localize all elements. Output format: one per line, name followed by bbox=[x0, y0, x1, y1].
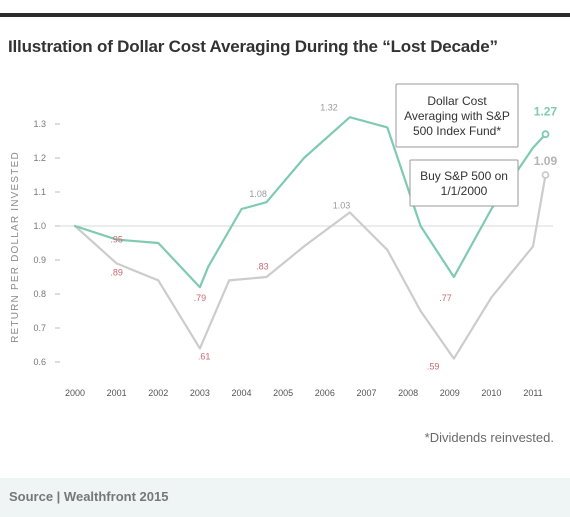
y-tick-label: 0.7 bbox=[33, 323, 46, 333]
callout-text: 1/1/2000 bbox=[441, 184, 488, 198]
data-label: 1.32 bbox=[320, 102, 338, 112]
callout-box bbox=[395, 83, 519, 148]
x-tick-label: 2008 bbox=[398, 388, 418, 398]
x-tick-label: 2007 bbox=[356, 388, 376, 398]
chart-title: Illustration of Dollar Cost Averaging Du… bbox=[8, 37, 498, 56]
callout-text: Buy S&P 500 on bbox=[420, 169, 508, 183]
line-chart: RETURN PER DOLLAR INVESTED 0.6 0.7 0.8 0.9 1.… bbox=[10, 83, 558, 398]
top-rule bbox=[0, 13, 570, 17]
source-bar: Source | Wealthfront 2015 bbox=[0, 478, 570, 517]
data-label: 1.03 bbox=[333, 200, 351, 210]
data-label: .95 bbox=[110, 234, 123, 244]
y-axis-label: RETURN PER DOLLAR INVESTED bbox=[10, 151, 21, 343]
series-line-dollar-cost-averaging bbox=[73, 116, 547, 289]
data-label: .61 bbox=[198, 351, 211, 361]
x-tick-label: 2011 bbox=[523, 388, 542, 398]
x-tick-label: 2003 bbox=[190, 388, 210, 398]
data-label: .59 bbox=[427, 361, 440, 371]
footnote: *Dividends reinvested. bbox=[424, 430, 554, 445]
y-tick-label: 0.6 bbox=[33, 357, 46, 367]
data-label: .79 bbox=[194, 293, 207, 303]
source-label: Source | Wealthfront 2015 bbox=[9, 489, 169, 504]
x-tick-label: 2005 bbox=[273, 388, 293, 398]
callout-box bbox=[409, 159, 519, 207]
x-tick-label: 2010 bbox=[481, 388, 501, 398]
y-tick-label: 1.2 bbox=[33, 153, 46, 163]
callout-text: Averaging with S&P bbox=[404, 109, 510, 123]
data-label: .89 bbox=[110, 267, 123, 277]
x-tick-label: 2009 bbox=[440, 388, 460, 398]
data-label: .77 bbox=[439, 293, 452, 303]
endpoint-marker-buy-sp500 bbox=[541, 171, 550, 179]
callout-text: 500 Index Fund* bbox=[413, 124, 501, 138]
callout-text: Dollar Cost bbox=[427, 94, 487, 108]
y-tick-label: 0.8 bbox=[33, 289, 46, 299]
endpoint-marker-dollar-cost-averaging bbox=[541, 130, 550, 139]
x-tick-label: 2002 bbox=[148, 388, 168, 398]
data-label: 1.08 bbox=[249, 189, 267, 199]
x-tick-label: 2001 bbox=[107, 388, 127, 398]
x-tick-label: 2006 bbox=[315, 388, 335, 398]
y-tick-label: 1.0 bbox=[33, 221, 46, 231]
y-tick-label: 1.1 bbox=[33, 187, 46, 197]
y-tick-label: 0.9 bbox=[33, 255, 46, 265]
x-tick-label: 2004 bbox=[232, 388, 252, 398]
x-tick-label: 2000 bbox=[65, 388, 85, 398]
series-line-buy-sp500 bbox=[73, 173, 547, 360]
data-label: 1.27 bbox=[534, 105, 558, 119]
data-label: .83 bbox=[256, 262, 269, 272]
y-tick-label: 1.3 bbox=[33, 119, 46, 129]
data-label: 1.09 bbox=[534, 154, 558, 168]
